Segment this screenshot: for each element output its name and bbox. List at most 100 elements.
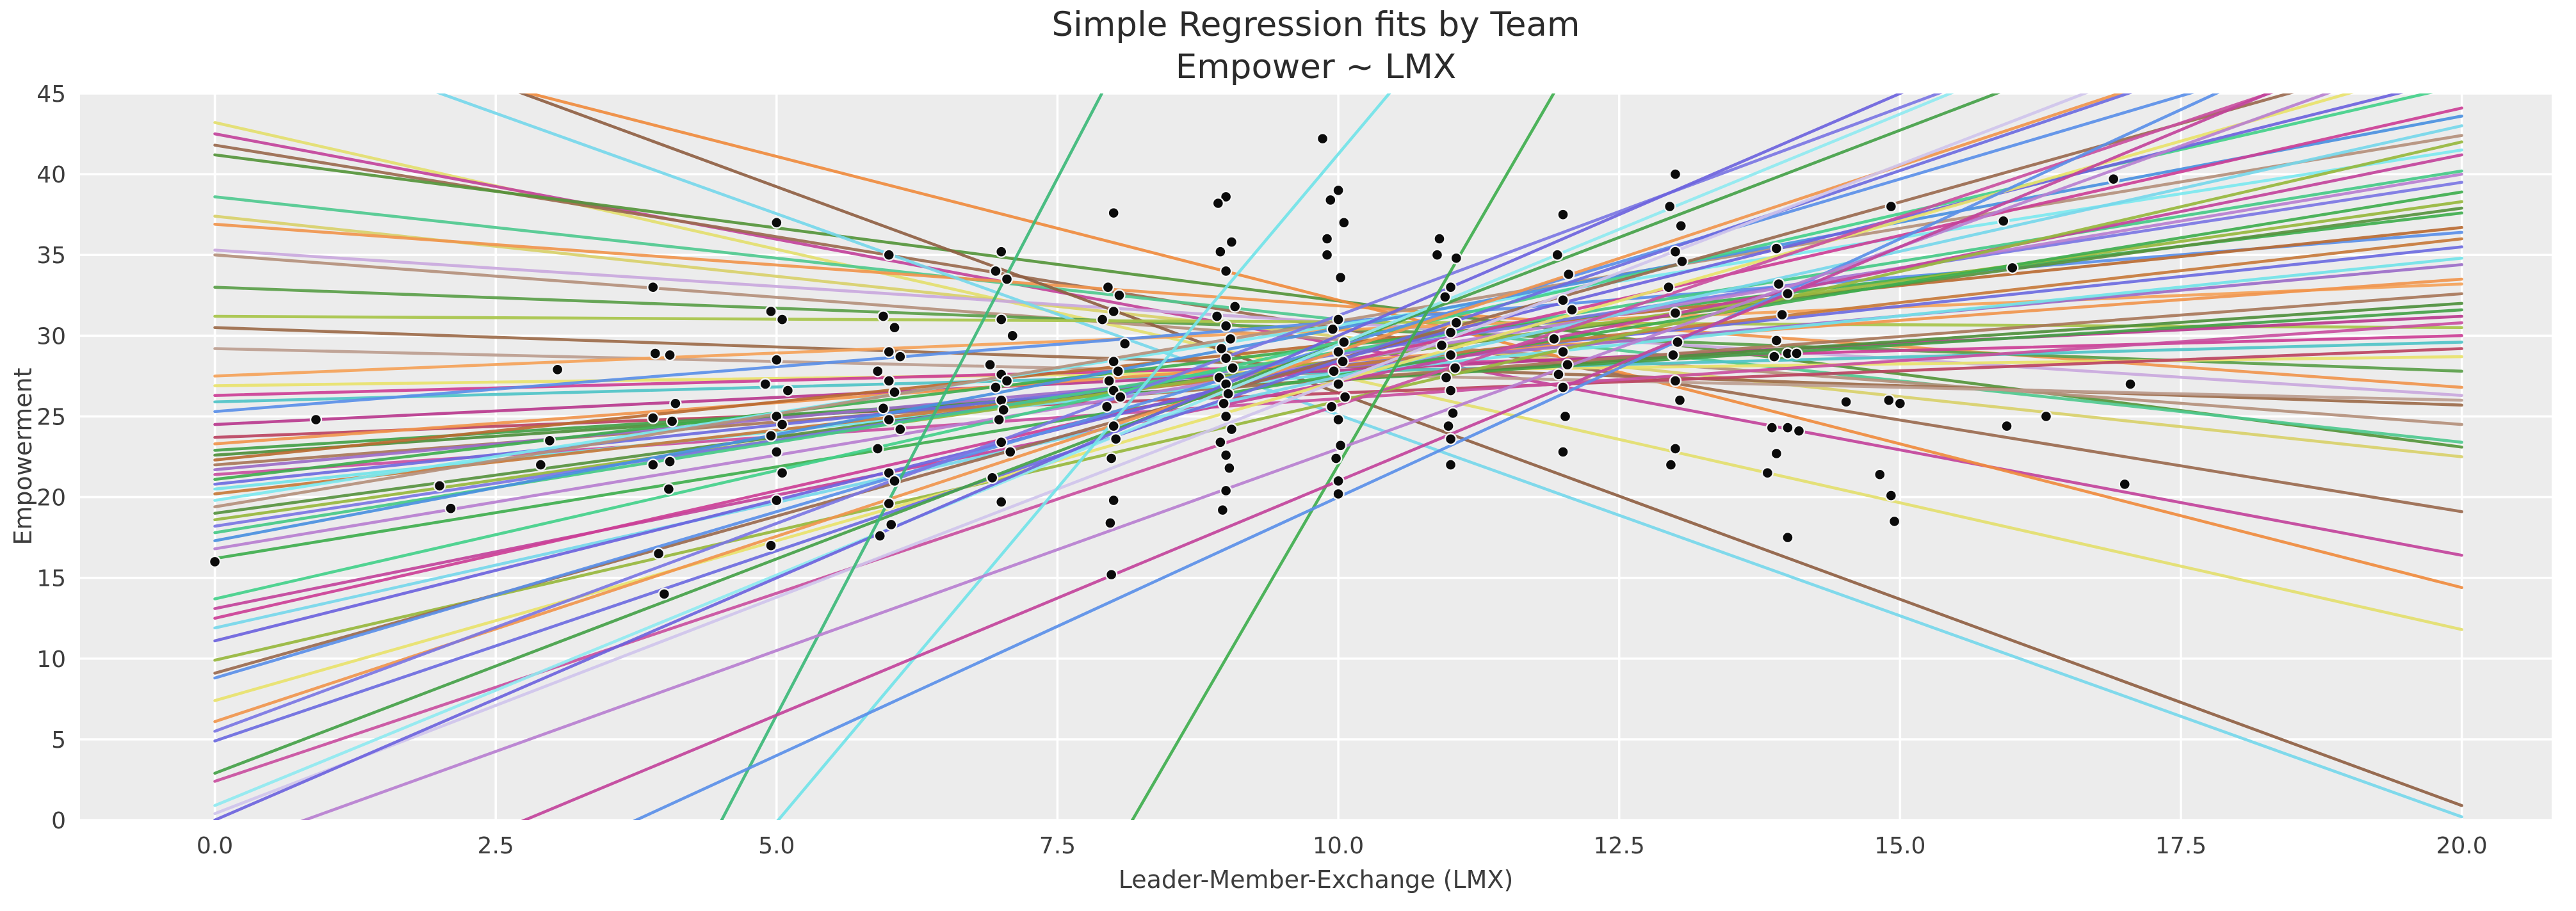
scatter-point — [873, 529, 886, 542]
scatter-point — [1107, 206, 1120, 220]
scatter-point — [1324, 193, 1337, 207]
scatter-point — [1223, 462, 1236, 474]
scatter-point — [882, 248, 895, 261]
scatter-point — [989, 264, 1002, 278]
scatter-point — [1224, 332, 1237, 346]
scatter-point — [1107, 305, 1120, 318]
scatter-point — [882, 375, 895, 387]
x-tick-label: 10.0 — [1313, 833, 1364, 859]
scatter-point — [1883, 394, 1895, 407]
scatter-point — [871, 365, 884, 378]
scatter-point — [1338, 216, 1350, 229]
scatter-point — [1439, 371, 1453, 384]
scatter-point — [2039, 410, 2053, 423]
scatter-point — [1105, 452, 1118, 465]
scatter-point — [1219, 264, 1233, 278]
scatter-point — [1566, 303, 1578, 316]
scatter-point — [775, 418, 789, 431]
scatter-point — [1214, 436, 1227, 449]
scatter-point — [663, 455, 676, 468]
regression-line — [776, 93, 1391, 820]
scatter-point — [1444, 458, 1457, 471]
scatter-point — [1450, 316, 1463, 329]
scatter-point — [1663, 200, 1676, 213]
scatter-point — [1781, 531, 1794, 544]
x-tick-label: 0.0 — [197, 833, 233, 859]
scatter-point — [885, 518, 898, 531]
scatter-point — [2124, 378, 2137, 391]
regression-line — [213, 140, 2463, 662]
scatter-point — [759, 378, 772, 391]
scatter-point — [995, 496, 1008, 508]
scatter-point — [1435, 339, 1448, 352]
scatter-point — [1119, 337, 1131, 350]
scatter-point — [877, 402, 890, 415]
scatter-point — [1320, 232, 1334, 245]
page-title: Simple Regression fits by Team — [1051, 5, 1580, 44]
scatter-point — [669, 397, 682, 410]
x-tick-label: 2.5 — [478, 833, 514, 859]
scatter-point — [1334, 271, 1347, 284]
scatter-point — [1772, 277, 1785, 291]
scatter-point — [1770, 334, 1783, 347]
scatter-point — [1674, 220, 1687, 232]
scatter-point — [534, 458, 547, 471]
scatter-point — [647, 458, 660, 471]
scatter-point — [1671, 335, 1684, 349]
x-tick-label: 5.0 — [758, 833, 795, 859]
scatter-point — [1557, 208, 1569, 221]
scatter-point — [1562, 268, 1575, 281]
regression-line — [213, 124, 2463, 630]
regression-line — [213, 237, 2463, 496]
scatter-point — [1336, 355, 1349, 368]
scatter-point — [1548, 332, 1560, 346]
scatter-point — [1216, 504, 1229, 517]
scatter-point — [1320, 248, 1334, 261]
scatter-point — [1669, 245, 1682, 258]
scatter-point — [882, 497, 895, 510]
scatter-point — [1332, 313, 1345, 326]
scatter-point — [1105, 568, 1118, 581]
scatter-point — [1884, 200, 1898, 213]
scatter-point — [1662, 280, 1675, 294]
scatter-point — [1114, 391, 1127, 403]
scatter-point — [1332, 378, 1345, 391]
scatter-point — [770, 494, 783, 507]
scatter-point — [1669, 442, 1682, 455]
scatter-point — [665, 415, 679, 428]
y-axis-label: Empowerment — [9, 367, 37, 545]
scatter-point — [1219, 351, 1233, 365]
scatter-point — [894, 423, 907, 436]
regression-line — [213, 93, 1904, 820]
scatter-point — [1669, 375, 1682, 387]
scatter-point — [765, 430, 777, 442]
scatter-point — [995, 245, 1008, 258]
scatter-point — [1433, 232, 1446, 245]
scatter-point — [1100, 400, 1114, 414]
scatter-point — [1226, 362, 1239, 375]
scatter-point — [1316, 132, 1329, 145]
scatter-point — [1439, 291, 1452, 303]
scatter-point — [1211, 197, 1225, 210]
scatter-point — [658, 588, 671, 601]
scatter-point — [995, 313, 1008, 326]
scatter-point — [1219, 449, 1233, 462]
scatter-point — [1327, 365, 1340, 378]
scatter-point — [208, 555, 222, 568]
scatter-point — [1101, 280, 1115, 294]
scatter-point — [1557, 381, 1569, 394]
scatter-point — [2107, 172, 2120, 186]
scatter-point — [1214, 245, 1227, 258]
scatter-point — [1444, 433, 1457, 446]
scatter-point — [1450, 252, 1463, 264]
scatter-point — [1442, 419, 1455, 433]
scatter-point — [1107, 494, 1120, 507]
scatter-point — [662, 483, 676, 496]
scatter-point — [1669, 168, 1682, 181]
y-tick-label: 40 — [36, 162, 66, 188]
scatter-point — [1338, 335, 1350, 349]
scatter-point — [1551, 248, 1564, 261]
scatter-point — [1768, 350, 1781, 363]
scatter-point — [663, 348, 676, 362]
